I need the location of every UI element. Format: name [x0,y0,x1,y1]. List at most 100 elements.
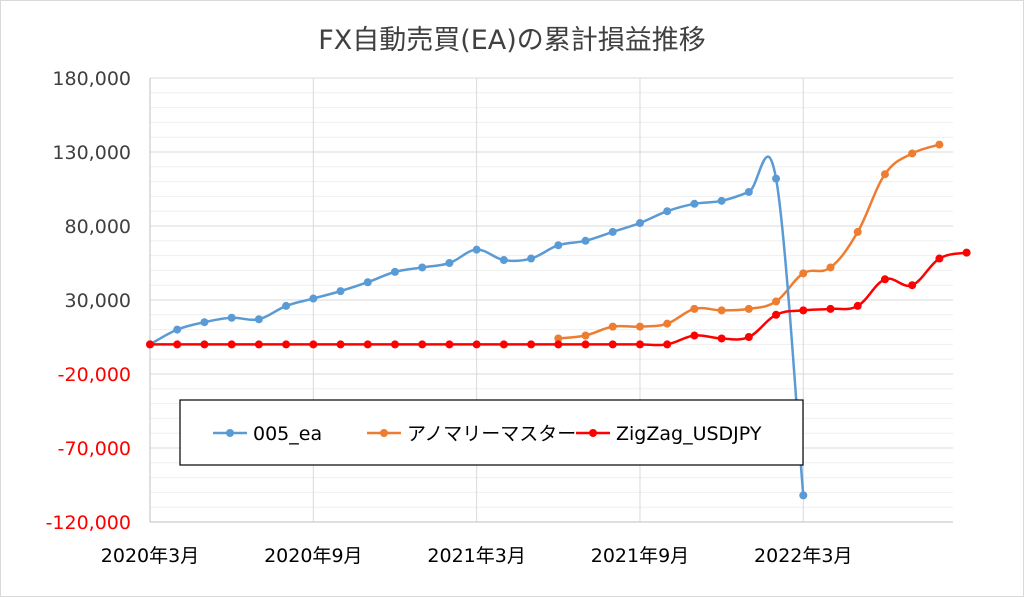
data-point [173,325,182,334]
y-tick-label: -70,000 [58,438,131,460]
data-point [826,263,835,272]
data-point [527,254,536,263]
data-point [282,340,291,349]
series-0 [146,155,808,500]
legend-swatch-marker [226,429,234,437]
data-point [799,306,808,315]
x-tick-label: 2021年9月 [591,545,689,567]
data-point [227,313,236,322]
data-point [799,491,808,500]
data-point [554,340,563,349]
data-point [663,340,672,349]
legend-entry: アノマリーマスター [367,423,576,445]
data-point [390,340,399,349]
y-tick-label: 180,000 [52,68,131,90]
data-point [717,306,726,315]
legend-swatch-marker [589,429,597,437]
data-point [554,241,563,250]
data-point [146,340,154,349]
data-point [717,196,726,205]
data-point [663,207,672,216]
x-tick-label: 2022年3月 [754,545,852,567]
data-point [962,248,971,257]
legend-swatch-marker [380,429,388,437]
data-point [635,322,644,331]
data-point [772,310,781,319]
data-point [908,281,917,290]
data-point [309,294,318,303]
data-point [772,297,781,306]
data-point [499,256,508,265]
data-point [581,236,590,245]
axes: 180,000 130,000 80,000 30,000 -20,000 -70,000… [46,68,953,567]
data-point [853,227,862,236]
series-2 [146,248,971,349]
y-tick-label: 80,000 [65,216,131,238]
x-tick-label: 2021年3月 [427,545,525,567]
data-point [499,340,508,349]
x-tick-label: 2020年3月 [101,545,199,567]
data-point [880,170,889,179]
legend-label: アノマリーマスター [407,423,576,445]
data-point [472,340,481,349]
data-point [744,187,753,196]
data-point [445,340,454,349]
legend-label: 005_ea [253,423,322,445]
legend-entry: 005_ea [213,423,322,445]
data-point [254,315,263,324]
data-point [935,254,944,263]
data-point [744,304,753,313]
series [146,140,971,500]
data-point [772,174,781,183]
data-point [390,267,399,276]
data-point [908,149,917,158]
y-tick-label: -20,000 [58,364,131,386]
data-point [472,245,481,254]
data-point [173,340,182,349]
legend: 005_ea アノマリーマスター ZigZag_USDJPY [179,399,804,466]
data-point [445,259,454,267]
data-point [663,319,672,328]
data-point [336,287,345,296]
data-point [635,219,644,228]
legend-box [179,399,804,466]
data-point [581,331,590,340]
chart-title: FX自動売買(EA)の累計損益推移 [318,25,706,56]
data-point [744,333,753,341]
y-tick-label: -120,000 [46,512,131,534]
data-point [363,278,372,287]
y-tick-label: 130,000 [52,142,131,164]
data-point [880,275,889,284]
data-point [581,340,590,349]
data-point [853,301,862,310]
data-point [200,318,209,327]
legend-entry: ZigZag_USDJPY [576,423,762,445]
data-point [690,304,699,313]
data-point [799,269,808,278]
data-point [608,340,617,349]
data-point [336,340,345,349]
data-point [363,340,372,349]
data-point [254,340,263,349]
data-point [418,340,427,349]
data-point [717,334,726,343]
data-point [826,304,835,313]
data-point [690,331,699,340]
legend-label: ZigZag_USDJPY [616,423,762,445]
data-point [527,340,536,349]
data-point [200,340,209,349]
data-point [227,340,236,349]
x-tick-label: 2020年9月 [264,545,362,567]
data-point [608,227,617,236]
data-point [690,199,699,208]
data-point [418,263,427,272]
series-line [150,251,967,347]
data-point [282,301,291,310]
data-point [635,340,644,349]
series-1 [554,140,944,343]
y-tick-label: 30,000 [65,290,131,312]
data-point [608,322,617,331]
data-point [935,140,944,149]
